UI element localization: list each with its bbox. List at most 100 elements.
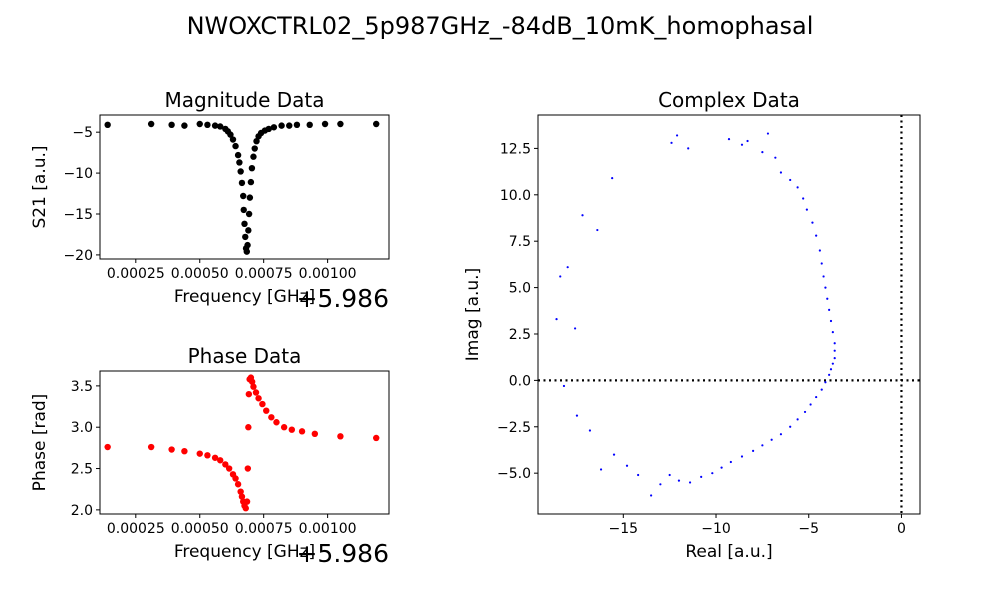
- magnitude-x-axis-label: Frequency [GHz]: [174, 287, 315, 307]
- x-tick-label: −15: [609, 521, 639, 537]
- magnitude-data-point: [293, 121, 301, 129]
- magnitude-data-point: [147, 120, 155, 128]
- phase-data-point: [181, 447, 188, 455]
- phase-data-point: [211, 454, 219, 461]
- complex-data-point: [829, 319, 833, 323]
- magnitude-data-point: [265, 125, 272, 133]
- phase-data-point: [288, 426, 296, 433]
- phase-y-axis-label: Phase [rad]: [30, 394, 50, 492]
- phase-x-axis-label: Frequency [GHz]: [174, 542, 315, 562]
- magnitude-data-point: [232, 142, 239, 150]
- phase-data-point: [280, 424, 288, 431]
- y-tick-label: 3.0: [71, 420, 93, 436]
- complex-data-point: [796, 418, 799, 421]
- phase-data-point: [217, 457, 224, 464]
- x-tick-label: −5: [798, 521, 819, 537]
- complex-data-point: [700, 475, 703, 478]
- magnitude-data-point: [238, 179, 246, 187]
- y-tick-label: 10.0: [500, 188, 531, 204]
- y-tick-label: −10: [63, 166, 93, 182]
- complex-data-point: [789, 178, 792, 182]
- complex-data-point: [779, 433, 783, 436]
- complex-data-point: [802, 197, 805, 200]
- magnitude-data-point: [337, 120, 344, 128]
- phase-axes-frame: [99, 370, 390, 515]
- x-tick-label: 0.00075: [235, 521, 293, 537]
- complex-data-point: [805, 208, 808, 211]
- complex-data-point: [612, 453, 616, 456]
- complex-data-point: [675, 134, 679, 137]
- complex-data-point: [831, 331, 834, 334]
- magnitude-data-point: [321, 120, 329, 128]
- phase-data-point: [222, 461, 229, 468]
- complex-data-point: [727, 138, 731, 141]
- phase-data-point: [242, 505, 249, 512]
- magnitude-data-point: [240, 192, 247, 200]
- magnitude-data-point: [373, 120, 380, 128]
- phase-data-point: [252, 389, 260, 396]
- magnitude-data-point: [251, 145, 258, 152]
- complex-data-point: [831, 362, 834, 365]
- phase-data-point: [255, 395, 262, 402]
- magnitude-data-point: [236, 159, 243, 166]
- phase-data-point: [263, 407, 270, 414]
- complex-y-axis-label: Imag [a.u.]: [463, 268, 483, 361]
- magnitude-title: Magnitude Data: [164, 88, 324, 112]
- complex-data-point: [833, 349, 836, 352]
- complex-data-point: [555, 318, 558, 321]
- magnitude-data-point: [240, 206, 247, 214]
- x-tick-label: 0.00075: [235, 266, 293, 282]
- x-tick-label: 0.00050: [171, 521, 229, 537]
- phase-data-point: [273, 419, 280, 426]
- magnitude-data-point: [246, 194, 254, 201]
- complex-data-point: [740, 143, 744, 146]
- complex-data-point: [818, 249, 821, 252]
- y-tick-label: 3.5: [71, 379, 93, 395]
- complex-data-point: [746, 139, 749, 143]
- complex-data-point: [625, 464, 629, 467]
- phase-data-point: [245, 390, 253, 398]
- complex-data-point: [637, 473, 640, 477]
- complex-data-point: [688, 481, 692, 484]
- complex-data-point: [774, 156, 777, 159]
- phase-data-point: [204, 452, 211, 459]
- phase-data-point: [168, 446, 175, 453]
- complex-data-point: [820, 262, 823, 265]
- complex-data-point: [711, 472, 714, 475]
- magnitude-data-point: [244, 241, 251, 249]
- y-tick-label: 2.0: [71, 503, 93, 519]
- complex-data-point: [811, 221, 814, 224]
- phase-data-point: [337, 433, 344, 440]
- magnitude-panel: 0.00025 0.00050 0.00075 0.00100 −5 −10 −15 −20 M…: [30, 88, 390, 313]
- x-tick-label: 0.00025: [107, 521, 165, 537]
- magnitude-data-point: [204, 121, 211, 129]
- phase-data-point: [298, 428, 306, 435]
- complex-data-point: [573, 327, 577, 330]
- phase-panel: 0.00025 0.00050 0.00075 0.00100 2.0 2.5 3.0 3.5…: [30, 344, 390, 568]
- x-tick-label: 0.00025: [107, 266, 165, 282]
- complex-data-point: [740, 455, 744, 458]
- y-tick-label: −5.0: [497, 466, 531, 482]
- phase-data-point: [237, 488, 244, 495]
- complex-data-point: [659, 483, 662, 486]
- magnitude-data-point: [104, 121, 111, 129]
- magnitude-data-point: [247, 178, 255, 186]
- complex-data-point: [761, 444, 764, 447]
- magnitude-data-point: [242, 233, 249, 241]
- complex-data-point: [720, 466, 723, 469]
- complex-data-point: [829, 368, 833, 371]
- complex-data-point: [677, 479, 681, 482]
- phase-data-point: [238, 493, 246, 500]
- y-tick-label: 12.5: [500, 141, 531, 157]
- complex-data-point: [828, 373, 831, 376]
- x-tick-label: −10: [701, 521, 731, 537]
- magnitude-axes-frame: [99, 114, 390, 260]
- magnitude-data-point: [278, 122, 285, 129]
- magnitude-y-axis-label: S21 [a.u.]: [30, 145, 50, 228]
- complex-axes-frame: [537, 114, 921, 515]
- magnitude-data-point: [196, 120, 203, 128]
- magnitude-data-point: [229, 136, 237, 143]
- complex-data-point: [596, 228, 599, 232]
- phase-data-point: [268, 414, 275, 421]
